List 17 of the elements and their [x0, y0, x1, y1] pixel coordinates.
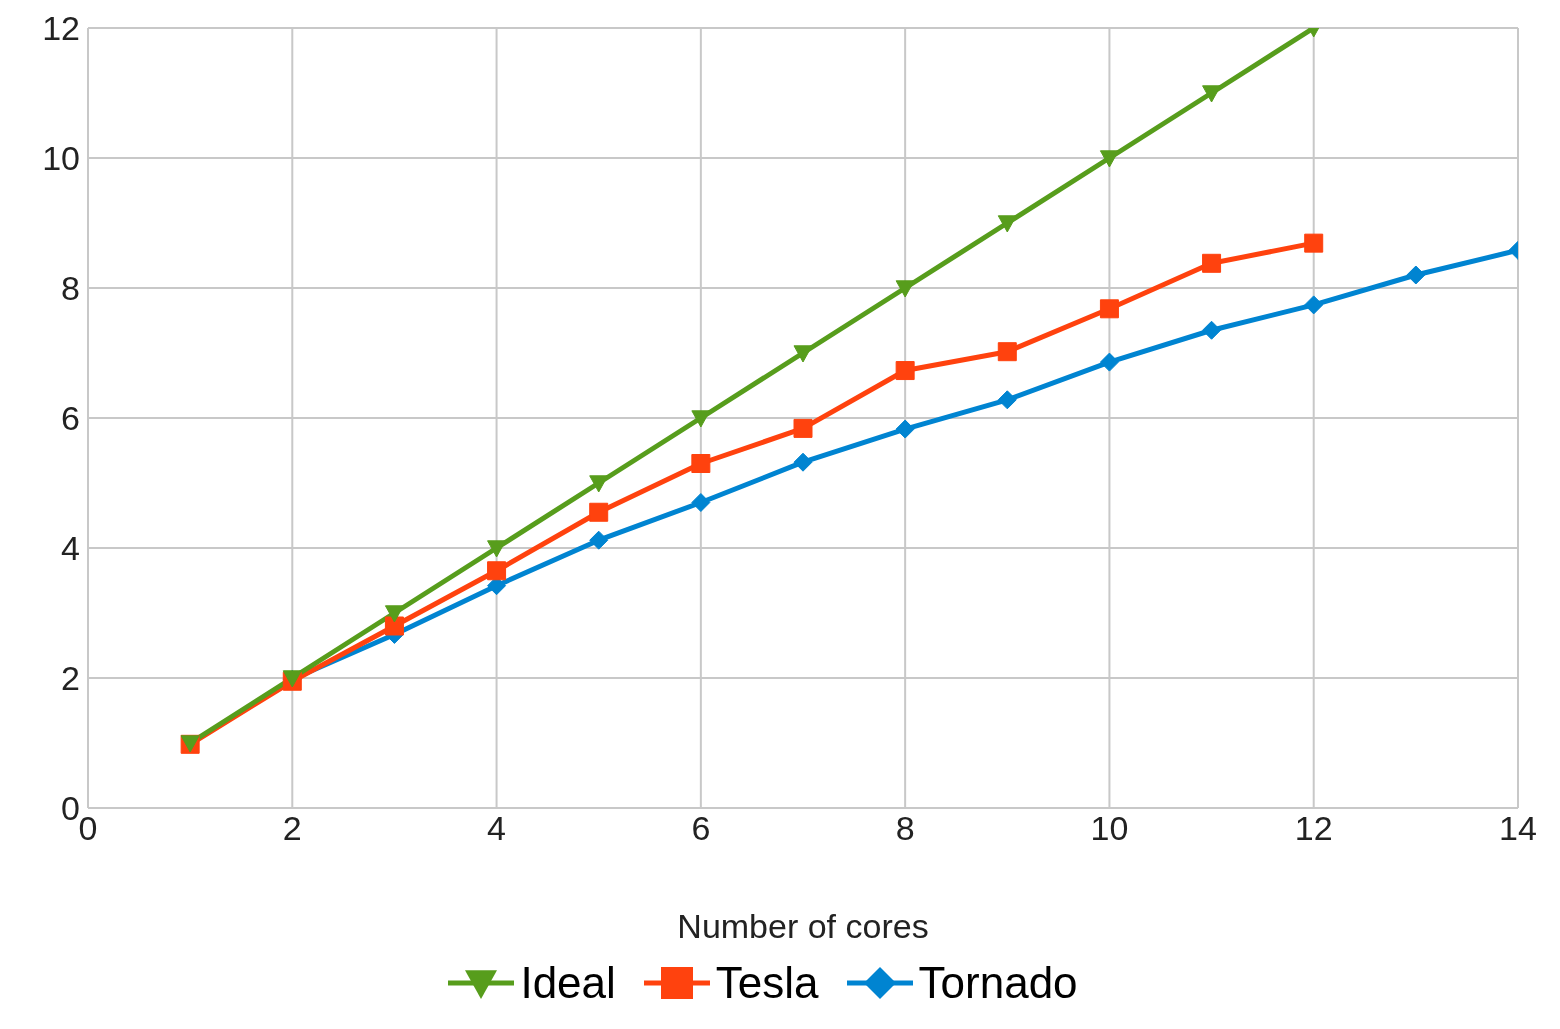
y-tick-label: 10: [42, 139, 80, 178]
legend-label: Tornado: [918, 958, 1078, 1008]
x-tick-label: 8: [895, 809, 915, 848]
x-tick-label: 12: [1294, 809, 1333, 848]
y-tick-label: 8: [61, 269, 80, 308]
y-tick-label: 12: [42, 9, 80, 48]
legend-label: Tesla: [715, 958, 819, 1008]
x-tick-label: 4: [487, 809, 507, 848]
x-tick-label: 14: [1499, 809, 1537, 848]
x-tick-label: 10: [1090, 809, 1129, 848]
x-tick-label: 6: [691, 809, 711, 848]
y-tick-label: 4: [61, 529, 80, 568]
x-tick-label: 2: [282, 809, 302, 848]
y-tick-label: 2: [61, 659, 80, 698]
y-tick-label: 6: [61, 399, 80, 438]
legend-label: Ideal: [520, 958, 616, 1008]
x-axis-title: Number of cores: [677, 907, 929, 945]
